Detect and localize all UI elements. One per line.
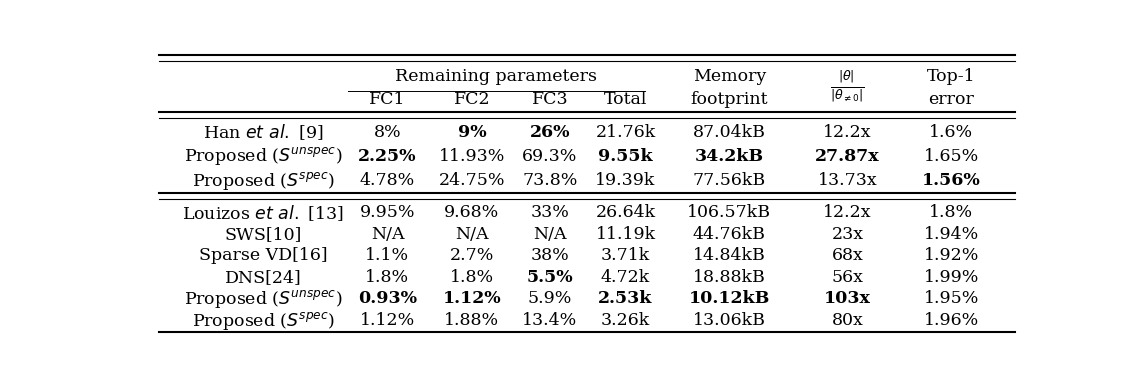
Text: 21.76k: 21.76k xyxy=(596,124,656,141)
Text: 11.19k: 11.19k xyxy=(596,226,656,243)
Text: 3.71k: 3.71k xyxy=(601,247,650,264)
Text: Total: Total xyxy=(604,91,647,108)
Text: 4.72k: 4.72k xyxy=(601,269,650,286)
Text: 1.8%: 1.8% xyxy=(449,269,494,286)
Text: 10.12kB: 10.12kB xyxy=(689,290,770,308)
Text: 13.06kB: 13.06kB xyxy=(693,312,766,329)
Text: 87.04kB: 87.04kB xyxy=(693,124,766,141)
Text: 0.93%: 0.93% xyxy=(358,290,417,308)
Text: 11.93%: 11.93% xyxy=(439,148,505,165)
Text: 19.39k: 19.39k xyxy=(595,172,656,189)
Text: 8%: 8% xyxy=(374,124,401,141)
Text: 26%: 26% xyxy=(529,124,571,141)
Text: 33%: 33% xyxy=(531,204,570,221)
Text: 5.5%: 5.5% xyxy=(527,269,573,286)
Text: 34.2kB: 34.2kB xyxy=(694,148,764,165)
Text: 80x: 80x xyxy=(832,312,863,329)
Text: footprint: footprint xyxy=(691,91,768,108)
Text: 1.8%: 1.8% xyxy=(366,269,409,286)
Text: 23x: 23x xyxy=(832,226,864,243)
Text: 68x: 68x xyxy=(832,247,863,264)
Text: N/A: N/A xyxy=(455,226,488,243)
Text: Proposed ($S^{spec}$): Proposed ($S^{spec}$) xyxy=(191,310,335,332)
Text: 1.6%: 1.6% xyxy=(929,124,974,141)
Text: 106.57kB: 106.57kB xyxy=(688,204,771,221)
Text: 1.65%: 1.65% xyxy=(924,148,979,165)
Text: 1.95%: 1.95% xyxy=(924,290,979,308)
Text: 1.94%: 1.94% xyxy=(924,226,979,243)
Text: 27.87x: 27.87x xyxy=(815,148,880,165)
Text: 1.1%: 1.1% xyxy=(366,247,409,264)
Text: 5.9%: 5.9% xyxy=(528,290,572,308)
Text: 77.56kB: 77.56kB xyxy=(693,172,766,189)
Text: Remaining parameters: Remaining parameters xyxy=(395,68,597,85)
Text: Proposed ($S^{unspec}$): Proposed ($S^{unspec}$) xyxy=(183,288,343,310)
Text: $\frac{|\theta|}{|\theta_{\neq 0}|}$: $\frac{|\theta|}{|\theta_{\neq 0}|}$ xyxy=(830,69,865,104)
Text: 38%: 38% xyxy=(531,247,570,264)
Text: 69.3%: 69.3% xyxy=(523,148,578,165)
Text: Han $\it{et\ al.}$ [9]: Han $\it{et\ al.}$ [9] xyxy=(203,123,323,142)
Text: Sparse VD[16]: Sparse VD[16] xyxy=(199,247,328,264)
Text: 1.99%: 1.99% xyxy=(924,269,979,286)
Text: Memory: Memory xyxy=(692,68,767,85)
Text: 9.95%: 9.95% xyxy=(360,204,415,221)
Text: 4.78%: 4.78% xyxy=(360,172,415,189)
Text: 14.84kB: 14.84kB xyxy=(693,247,766,264)
Text: Top-1: Top-1 xyxy=(927,68,975,85)
Text: 9%: 9% xyxy=(457,124,486,141)
Text: 9.68%: 9.68% xyxy=(445,204,500,221)
Text: 13.73x: 13.73x xyxy=(818,172,878,189)
Text: 2.53k: 2.53k xyxy=(598,290,653,308)
Text: Proposed ($S^{spec}$): Proposed ($S^{spec}$) xyxy=(191,170,335,192)
Text: 26.64k: 26.64k xyxy=(596,204,656,221)
Text: 1.56%: 1.56% xyxy=(923,172,981,189)
Text: 56x: 56x xyxy=(832,269,863,286)
Text: 44.76kB: 44.76kB xyxy=(693,226,766,243)
Text: 103x: 103x xyxy=(824,290,871,308)
Text: 12.2x: 12.2x xyxy=(823,124,872,141)
Text: 73.8%: 73.8% xyxy=(523,172,578,189)
Text: 3.26k: 3.26k xyxy=(601,312,650,329)
Text: Proposed ($S^{unspec}$): Proposed ($S^{unspec}$) xyxy=(183,145,343,167)
Text: N/A: N/A xyxy=(371,226,405,243)
Text: N/A: N/A xyxy=(533,226,567,243)
Text: 13.4%: 13.4% xyxy=(523,312,578,329)
Text: 9.55k: 9.55k xyxy=(598,148,653,165)
Text: 18.88kB: 18.88kB xyxy=(693,269,766,286)
Text: 24.75%: 24.75% xyxy=(439,172,505,189)
Text: FC1: FC1 xyxy=(369,91,406,108)
Text: Louizos $\it{et\ al.}$ [13]: Louizos $\it{et\ al.}$ [13] xyxy=(182,203,344,223)
Text: 1.12%: 1.12% xyxy=(442,290,501,308)
Text: FC3: FC3 xyxy=(532,91,568,108)
Text: SWS[10]: SWS[10] xyxy=(225,226,301,243)
Text: 1.96%: 1.96% xyxy=(924,312,979,329)
Text: DNS[24]: DNS[24] xyxy=(225,269,301,286)
Text: 1.8%: 1.8% xyxy=(929,204,974,221)
Text: 2.7%: 2.7% xyxy=(449,247,494,264)
Text: 1.12%: 1.12% xyxy=(360,312,415,329)
Text: 12.2x: 12.2x xyxy=(823,204,872,221)
Text: 1.88%: 1.88% xyxy=(445,312,500,329)
Text: error: error xyxy=(928,91,974,108)
Text: 2.25%: 2.25% xyxy=(359,148,417,165)
Text: 1.92%: 1.92% xyxy=(924,247,979,264)
Text: FC2: FC2 xyxy=(454,91,490,108)
